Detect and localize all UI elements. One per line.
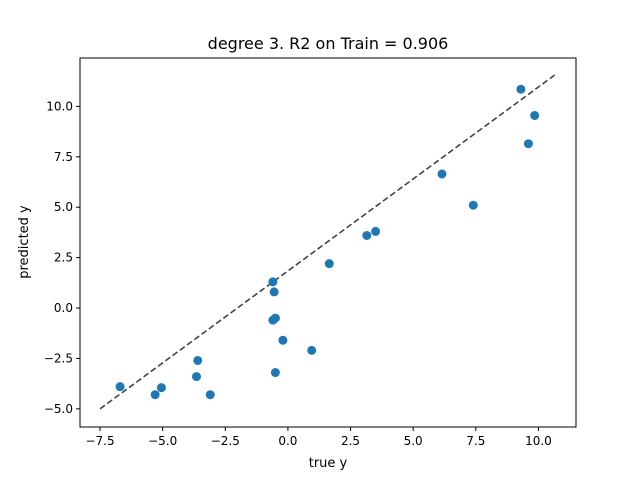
data-point bbox=[437, 169, 447, 179]
data-point bbox=[191, 372, 201, 382]
data-point bbox=[307, 345, 317, 355]
y-tick-label: 7.5 bbox=[54, 150, 73, 164]
data-point bbox=[193, 355, 203, 365]
data-point bbox=[270, 368, 280, 378]
data-point bbox=[530, 110, 540, 120]
data-point bbox=[523, 139, 533, 149]
x-tick-label: −5.0 bbox=[148, 434, 177, 448]
x-tick-label: 0.0 bbox=[278, 434, 297, 448]
y-tick-label: −5.0 bbox=[44, 402, 73, 416]
x-tick-label: −7.5 bbox=[85, 434, 114, 448]
axes-frame bbox=[79, 57, 577, 428]
data-point bbox=[150, 390, 160, 400]
data-point bbox=[362, 230, 372, 240]
y-tick-label: 10.0 bbox=[46, 99, 73, 113]
y-tick-label: 0.0 bbox=[54, 301, 73, 315]
chart-title: degree 3. R2 on Train = 0.906 bbox=[208, 34, 449, 53]
x-tick-label: −2.5 bbox=[211, 434, 240, 448]
x-axis-ticks: −7.5 −5.0 −2.5 0.0 2.5 5.0 7.5 10.0 bbox=[85, 427, 552, 448]
y-axis-ticks: −5.0 −2.5 0.0 2.5 5.0 7.5 10.0 bbox=[44, 99, 80, 416]
data-point bbox=[205, 390, 215, 400]
data-point bbox=[468, 200, 478, 210]
data-point bbox=[270, 313, 280, 323]
data-point bbox=[324, 259, 334, 269]
reference-line bbox=[99, 73, 557, 410]
data-point bbox=[156, 383, 166, 393]
reference-line-group bbox=[99, 73, 557, 410]
data-point bbox=[371, 226, 381, 236]
x-axis-label: true y bbox=[309, 456, 348, 471]
data-point bbox=[278, 335, 288, 345]
data-point bbox=[115, 382, 125, 392]
y-tick-label: 5.0 bbox=[54, 200, 73, 214]
y-tick-label: −2.5 bbox=[44, 351, 73, 365]
data-point bbox=[516, 84, 526, 94]
data-point bbox=[269, 287, 279, 297]
x-tick-label: 5.0 bbox=[404, 434, 423, 448]
y-tick-label: 2.5 bbox=[54, 251, 73, 265]
x-tick-label: 2.5 bbox=[341, 434, 360, 448]
data-points bbox=[115, 84, 540, 400]
x-tick-label: 10.0 bbox=[525, 434, 552, 448]
plot-area bbox=[79, 57, 577, 428]
x-tick-label: 7.5 bbox=[466, 434, 485, 448]
y-axis-label: predicted y bbox=[17, 205, 32, 279]
data-point bbox=[268, 277, 278, 287]
